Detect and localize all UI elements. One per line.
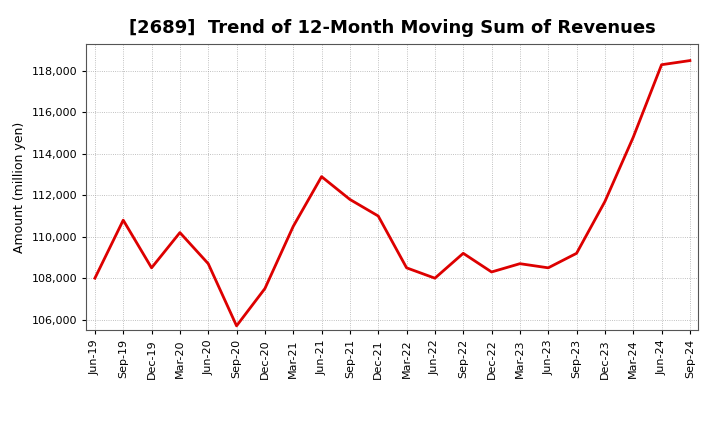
Y-axis label: Amount (million yen): Amount (million yen): [13, 121, 26, 253]
Title: [2689]  Trend of 12-Month Moving Sum of Revenues: [2689] Trend of 12-Month Moving Sum of R…: [129, 19, 656, 37]
